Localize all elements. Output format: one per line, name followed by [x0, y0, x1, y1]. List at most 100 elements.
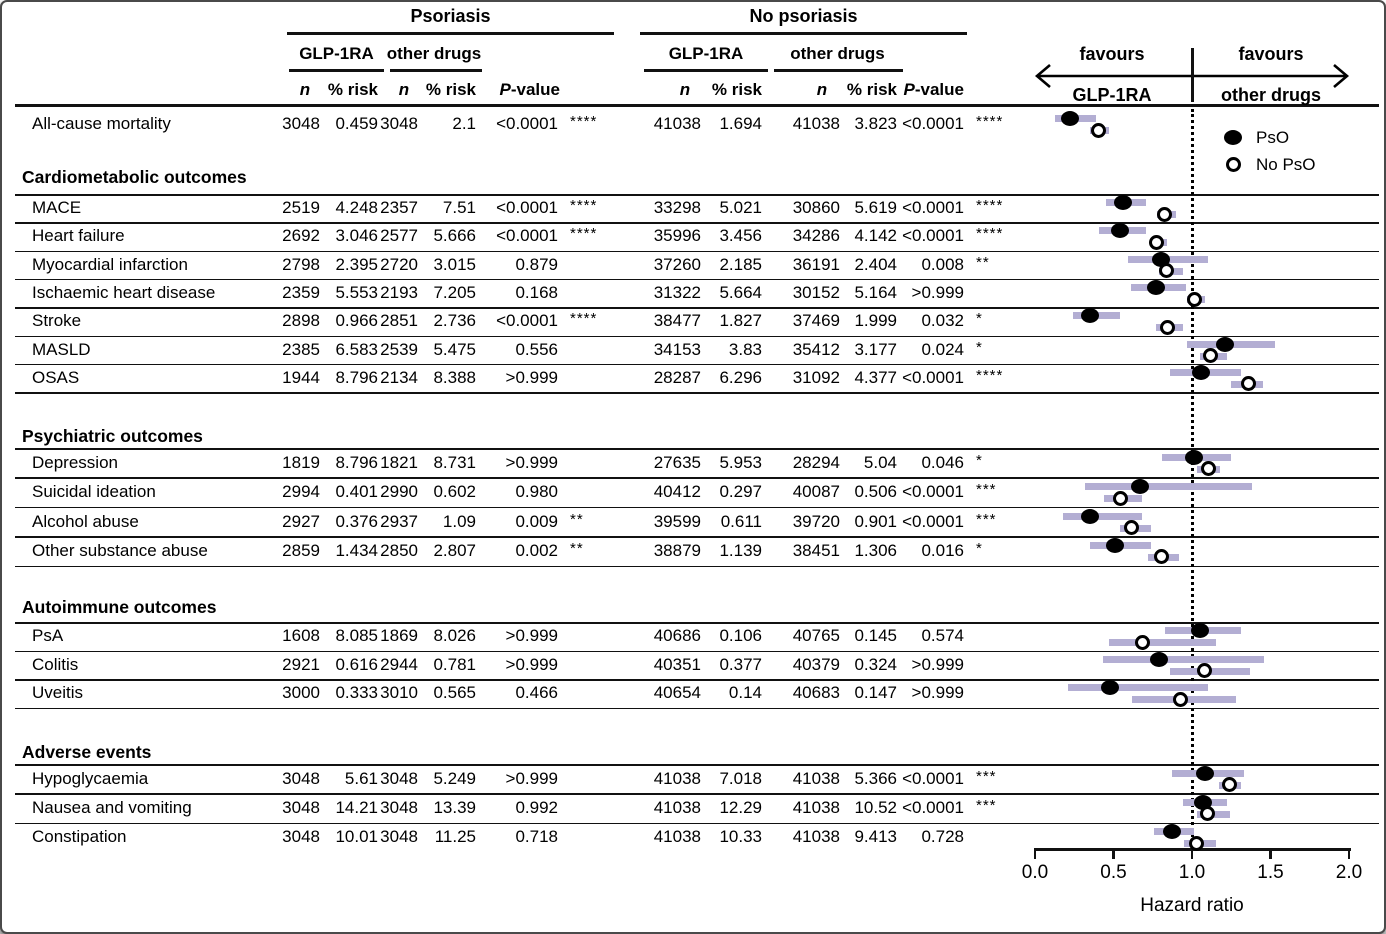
- point-estimate-pso: [1184, 449, 1203, 465]
- cell-pso-other-risk: 8.731: [433, 452, 476, 472]
- cell-nopso-other-risk: 5.04: [863, 452, 897, 472]
- cell-pso-pvalue: 0.879: [515, 254, 558, 274]
- cell-pso-glp1ra-risk: 5.61: [344, 768, 378, 788]
- cell-pso-glp1ra-risk: 0.459: [335, 114, 378, 133]
- cell-pso-other-n: 2944: [380, 654, 418, 674]
- row-label: OSAS: [32, 367, 80, 387]
- row-separator-line: [15, 278, 1379, 281]
- cell-pso-other-risk: 5.249: [433, 768, 476, 788]
- point-estimate-nopso: [1158, 263, 1174, 279]
- cell-pso-pvalue: >0.999: [505, 367, 558, 387]
- cell-nopso-other-risk: 0.145: [854, 626, 897, 646]
- point-estimate-pso: [1060, 111, 1079, 126]
- cell-pso-pvalue: 0.002: [515, 540, 558, 560]
- cell-pso-glp1ra-n: 3048: [282, 797, 320, 817]
- cell-nopso-glp1ra-n: 41038: [653, 114, 701, 133]
- cell-pso-other-risk: 7.51: [442, 198, 476, 218]
- reference-line-hr1: [1190, 109, 1194, 848]
- cell-nopso-glp1ra-n: 38879: [653, 540, 701, 560]
- cell-pso-glp1ra-n: 2927: [282, 511, 320, 531]
- favours-divider-line: [1190, 48, 1194, 102]
- section-header: Autoimmune outcomes: [22, 597, 217, 617]
- column-header-n: n: [679, 80, 691, 99]
- row-separator-line: [15, 448, 1379, 450]
- cell-nopso-other-risk: 5.619: [854, 198, 897, 218]
- cell-pso-other-risk: 0.781: [433, 654, 476, 674]
- point-estimate-nopso: [1157, 206, 1173, 222]
- cell-nopso-glp1ra-n: 40412: [653, 482, 701, 502]
- cell-pso-glp1ra-risk: 0.333: [335, 683, 378, 703]
- row-label: Uveitis: [32, 683, 84, 703]
- cell-nopso-other-n: 28294: [792, 452, 840, 472]
- point-estimate-nopso: [1173, 691, 1188, 707]
- cell-pso-pvalue: >0.999: [505, 654, 558, 674]
- cell-pso-other-risk: 5.666: [433, 226, 476, 246]
- cell-pso-significance: ****: [570, 310, 598, 328]
- cell-nopso-other-n: 36191: [792, 254, 840, 274]
- row-label: Suicidal ideation: [32, 482, 156, 502]
- row-separator-line: [15, 506, 1379, 509]
- cell-nopso-glp1ra-risk: 2.185: [719, 254, 762, 274]
- point-estimate-pso: [1113, 195, 1132, 211]
- cell-nopso-pvalue: 0.574: [921, 626, 964, 646]
- column-header-risk: % risk: [846, 80, 897, 99]
- row-label: Other substance abuse: [32, 540, 208, 560]
- x-axis-tick-label: 0.0: [1021, 862, 1049, 883]
- point-estimate-nopso: [1196, 663, 1212, 679]
- cell-nopso-pvalue: 0.008: [921, 254, 964, 274]
- point-estimate-nopso: [1201, 461, 1217, 477]
- row-separator-line: [15, 536, 1379, 538]
- cell-nopso-glp1ra-risk: 3.83: [728, 339, 762, 359]
- point-estimate-pso: [1131, 479, 1150, 495]
- cell-pso-glp1ra-risk: 0.401: [335, 482, 378, 502]
- cell-pso-other-n: 2990: [380, 482, 418, 502]
- favours-left-group-label: GLP-1RA: [1072, 85, 1152, 105]
- cell-nopso-glp1ra-n: 41038: [653, 768, 701, 788]
- cell-pso-other-risk: 5.475: [433, 339, 476, 359]
- cell-nopso-glp1ra-risk: 0.611: [720, 511, 762, 531]
- cell-pso-glp1ra-n: 2798: [282, 254, 320, 274]
- cell-nopso-significance: ***: [976, 767, 997, 785]
- cell-pso-other-n: 1869: [380, 626, 418, 646]
- cell-pso-glp1ra-n: 2994: [282, 482, 320, 502]
- row-separator-line: [15, 707, 1379, 710]
- cell-nopso-glp1ra-risk: 1.694: [719, 114, 762, 133]
- row-separator-line: [15, 650, 1379, 653]
- cell-pso-other-risk: 2.736: [433, 311, 476, 331]
- subgroup-underline-other-nopso: [774, 69, 903, 72]
- cell-pso-other-n: 2539: [380, 339, 418, 359]
- point-estimate-pso: [1193, 794, 1212, 810]
- cell-pso-pvalue: <0.0001: [496, 311, 558, 331]
- cell-nopso-pvalue: <0.0001: [902, 226, 964, 246]
- column-header-n: n: [816, 80, 828, 99]
- cell-pso-other-risk: 2.1: [452, 114, 476, 133]
- cell-pso-glp1ra-n: 2898: [282, 311, 320, 331]
- row-label: Stroke: [32, 311, 82, 331]
- row-separator-line: [15, 363, 1379, 366]
- row-separator-line: [15, 793, 1379, 795]
- cell-nopso-other-risk: 4.142: [854, 226, 897, 246]
- cell-nopso-glp1ra-risk: 7.018: [719, 768, 762, 788]
- legend-open-marker-icon: [1226, 157, 1241, 172]
- ci-bar-pso: [1085, 483, 1252, 491]
- row-separator-line: [15, 565, 1379, 568]
- row-label: Alcohol abuse: [32, 511, 139, 531]
- cell-nopso-significance: ***: [976, 796, 997, 814]
- cell-nopso-pvalue: <0.0001: [902, 482, 964, 502]
- cell-pso-other-n: 3048: [380, 768, 418, 788]
- cell-pso-pvalue: >0.999: [505, 626, 558, 646]
- cell-nopso-significance: ****: [976, 197, 1004, 215]
- point-estimate-nopso: [1135, 634, 1151, 650]
- row-separator-line: [15, 307, 1379, 309]
- cell-nopso-other-n: 37469: [792, 311, 840, 331]
- favours-left-label: favours: [1079, 44, 1145, 64]
- cell-nopso-glp1ra-risk: 1.827: [719, 311, 762, 331]
- cell-nopso-other-n: 40765: [792, 626, 840, 646]
- x-axis-tick-label: 1.5: [1257, 862, 1284, 883]
- cell-pso-significance: **: [570, 539, 584, 557]
- legend-filled-marker-icon: [1224, 130, 1242, 145]
- cell-pso-other-n: 2850: [380, 540, 418, 560]
- x-axis-tick: [1269, 848, 1272, 859]
- ci-bar-nopso: [1108, 639, 1216, 647]
- point-estimate-pso: [1215, 336, 1234, 352]
